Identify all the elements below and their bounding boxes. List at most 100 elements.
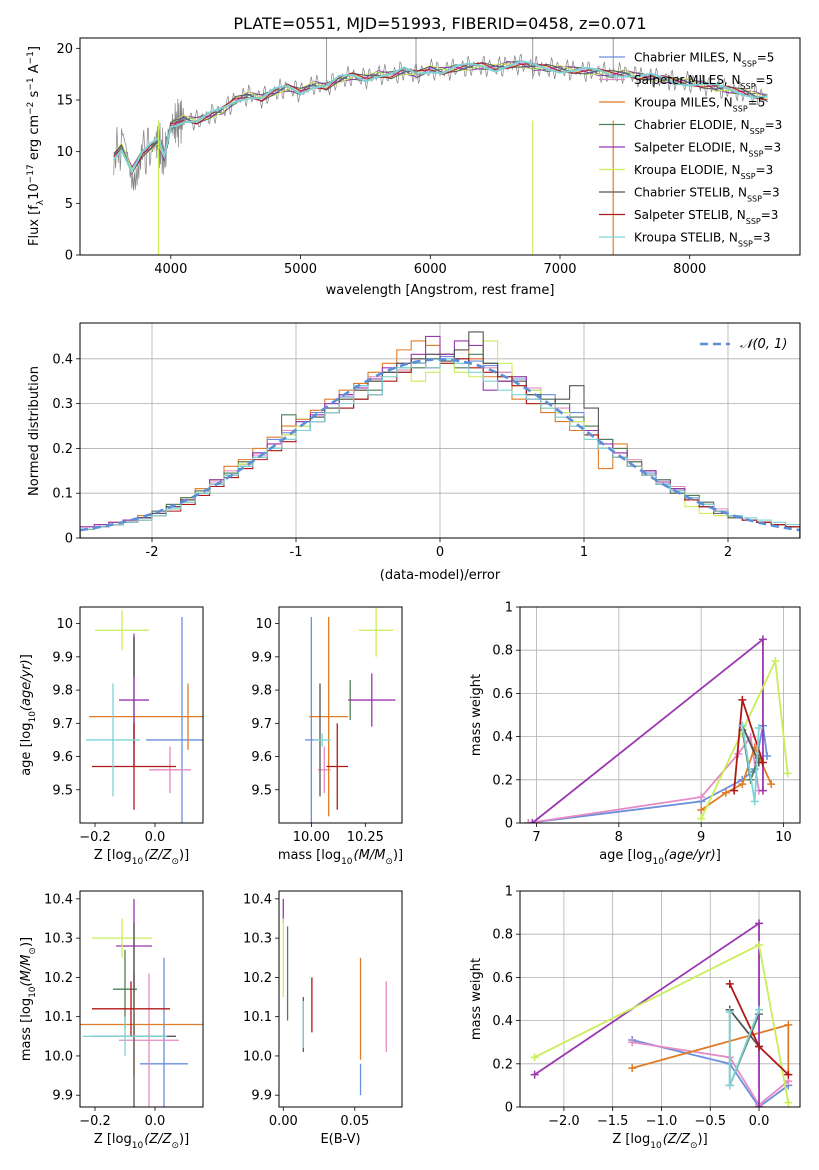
series-marker-7 (730, 786, 739, 795)
y-tick-label: 10.4 (243, 892, 272, 907)
y-tick-label: 9.9 (251, 650, 272, 665)
figure-title: PLATE=0551, MJD=51993, FIBERID=0458, z=0… (233, 14, 646, 33)
series-marker-7 (738, 695, 747, 704)
legend-label-7: Salpeter STELIB, NSSP=3 (634, 208, 778, 226)
legend-label-6: Chabrier STELIB, NSSP=3 (634, 186, 780, 204)
y-tick-label: 9.7 (251, 717, 272, 732)
x-tick-label: −1.0 (646, 1114, 678, 1129)
x-tick-label: −2.0 (548, 1114, 580, 1129)
x-tick-label: 4000 (154, 262, 187, 277)
legend-label-8: Kroupa STELIB, NSSP=3 (634, 231, 771, 249)
y-tick-label: 0.4 (492, 1014, 513, 1029)
y-tick-label: 10 (255, 617, 272, 632)
axes-frame (79, 606, 204, 824)
series-marker-4 (755, 1103, 764, 1107)
series-marker-1 (628, 1038, 637, 1047)
y-tick-label: 9.5 (52, 783, 73, 798)
x-tick-label: −0.5 (694, 1114, 726, 1129)
legend-gaussian-label: 𝒩(0, 1) (740, 337, 787, 352)
plot-area-7 (530, 919, 793, 1107)
y-tick-label: 20 (56, 42, 73, 57)
y-tick-label: 1 (505, 601, 513, 616)
series-line-6 (741, 725, 760, 763)
x-axis-label: wavelength [Angstrom, rest frame] (326, 283, 555, 298)
axes-frame (79, 37, 801, 256)
series-marker-2 (721, 788, 730, 797)
series-marker-8 (755, 1005, 764, 1014)
plot-area-3 (304, 607, 396, 823)
series-marker-2 (784, 1020, 793, 1029)
axes-frame (79, 890, 204, 1108)
series-marker-5 (755, 941, 764, 949)
axes-3: 10.00 10.25 9.5 9.6 9.7 9.8 9.9 10 mass [log10(M… (251, 606, 403, 867)
x-tick-label: 6000 (414, 262, 447, 277)
x-tick-label: 0.0 (145, 1114, 166, 1129)
series-marker-1 (524, 819, 533, 823)
gaussian-curve (80, 358, 800, 532)
plot-area-4 (524, 635, 792, 823)
y-tick-label: 0.2 (52, 442, 73, 457)
y-tick-label: 15 (56, 94, 73, 109)
y-tick-label: 10.3 (44, 932, 73, 947)
axes-7: −2.0 −1.5 −1.0 −0.5 0.0 0 0.2 0.4 0.6 0.8 1 Z [log1… (469, 885, 801, 1151)
series-marker-7 (758, 758, 767, 767)
series-marker-8 (725, 1081, 734, 1090)
y-tick-label: 0.8 (492, 928, 513, 943)
y-tick-label: 0 (65, 532, 73, 547)
y-tick-label: 9.9 (52, 1089, 73, 1104)
y-tick-label: 9.6 (251, 750, 272, 765)
x-tick-label: 9 (697, 830, 705, 845)
plot-area-0 (112, 38, 768, 255)
y-tick-label: 10.2 (44, 971, 73, 986)
series-line-6 (729, 1009, 760, 1048)
series-marker-2 (697, 806, 706, 815)
x-tick-label: 8000 (673, 262, 706, 277)
y-axis-label: mass weight (469, 958, 484, 1040)
series-marker-4 (530, 1070, 539, 1079)
y-tick-label: 9.5 (251, 783, 272, 798)
x-tick-label: 8 (615, 830, 623, 845)
legend-label-2: Kroupa MILES, NSSP=5 (634, 96, 765, 114)
x-tick-label: 10.25 (347, 830, 384, 845)
y-tick-label: 0 (65, 249, 73, 264)
axes-0: 4000 5000 6000 7000 8000 0 5 10 15 20 wavelength [… (26, 37, 801, 298)
y-tick-label: 0.2 (492, 773, 513, 788)
y-tick-label: 1 (505, 885, 513, 900)
series-marker-4 (528, 819, 537, 823)
y-tick-label: 9.8 (52, 684, 73, 699)
x-tick-label: −0.2 (79, 1114, 111, 1129)
y-tick-label: 10.3 (243, 932, 272, 947)
plot-area-6 (282, 898, 387, 1096)
plot-area-5 (80, 898, 203, 1107)
y-tick-label: 5 (65, 197, 73, 212)
x-axis-label: Z [log10(Z/Z⊙)] (612, 1132, 707, 1151)
series-line-0 (631, 1039, 789, 1107)
x-tick-label: 0.0 (749, 1114, 770, 1129)
y-axis-label: Normed distribution (27, 366, 42, 496)
series-marker-4 (758, 635, 767, 644)
y-tick-label: 10.1 (243, 1010, 272, 1025)
series-marker-0 (763, 752, 772, 761)
x-axis-label: age [log10(age/yr)] (599, 848, 721, 867)
series-marker-7 (725, 979, 734, 988)
axes-frame (519, 606, 801, 824)
series-marker-5 (530, 1053, 539, 1062)
y-tick-label: 9.8 (251, 684, 272, 699)
series-marker-8 (754, 723, 763, 732)
y-tick-label: 10.4 (44, 892, 73, 907)
axes-frame (79, 322, 801, 539)
x-tick-label: −0.2 (79, 830, 111, 845)
y-tick-label: 9.6 (52, 750, 73, 765)
legend-label-5: Kroupa ELODIE, NSSP=3 (634, 163, 773, 181)
axes-frame (519, 890, 801, 1108)
x-tick-label: 2 (724, 545, 732, 560)
x-tick-label: 1 (580, 545, 588, 560)
series-line-1 (632, 1041, 789, 1107)
x-axis-label: Z [log10(Z/Z⊙)] (94, 1132, 189, 1151)
series-marker-4 (758, 786, 767, 795)
y-tick-label: 10.1 (44, 1010, 73, 1025)
y-tick-label: 0.6 (492, 687, 513, 702)
x-axis-label: Z [log10(Z/Z⊙)] (94, 848, 189, 867)
y-axis-label: Flux [fλ10−17 erg cm−2 s−1 A−1] (26, 46, 46, 246)
